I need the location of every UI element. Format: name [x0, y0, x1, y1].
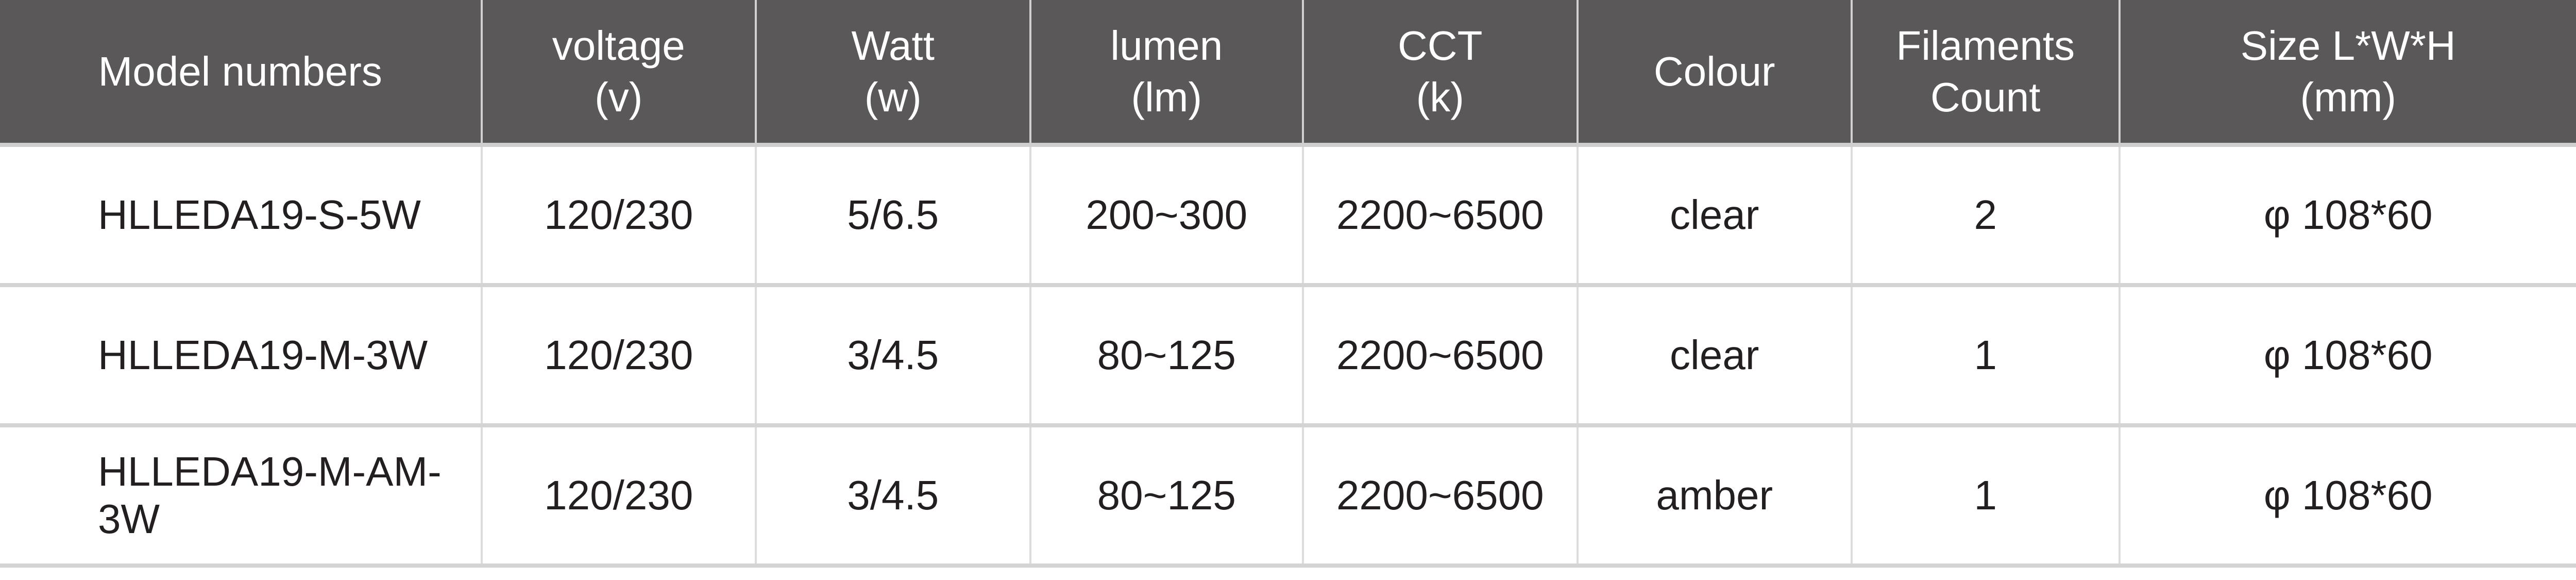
- table-cell: 3/4.5: [756, 285, 1031, 427]
- header-line1: CCT: [1398, 22, 1483, 69]
- column-header: Size L*W*H (mm): [2119, 0, 2576, 147]
- column-header: Model numbers: [0, 0, 483, 147]
- table-cell: HLLEDA19-S-5W: [0, 145, 483, 287]
- table-cell: 80~125: [1030, 425, 1304, 568]
- table-cell: 2: [1852, 145, 2121, 287]
- table-cell: 200~300: [1030, 145, 1304, 287]
- column-header: Filaments Count: [1852, 0, 2121, 147]
- header-line1: Model numbers: [98, 48, 382, 94]
- header-line1: Size L*W*H: [2240, 22, 2456, 69]
- table-cell: clear: [1577, 285, 1853, 427]
- header-line1: voltage: [552, 22, 685, 69]
- spec-table: Model numbers voltage (v) Watt (w) lumen (lm) C…: [0, 0, 2576, 568]
- header-line1: Filaments: [1896, 22, 2075, 69]
- table-row: HLLEDA19-M-AM-3W 120/230 3/4.5 80~125 2200~6…: [0, 425, 2576, 568]
- table-cell: 80~125: [1030, 285, 1304, 427]
- table-cell: 2200~6500: [1303, 285, 1579, 427]
- column-header: Watt (w): [756, 0, 1031, 147]
- column-header: voltage (v): [481, 0, 757, 147]
- header-line1: lumen: [1110, 22, 1223, 69]
- header-line1: Colour: [1653, 48, 1775, 94]
- header-line2: (lm): [1131, 74, 1202, 120]
- table-cell: 120/230: [481, 145, 757, 287]
- header-row: Model numbers voltage (v) Watt (w) lumen (lm) C…: [0, 0, 2576, 147]
- table-cell: 3/4.5: [756, 425, 1031, 568]
- header-line2: (w): [864, 74, 922, 120]
- table-cell: HLLEDA19-M-3W: [0, 285, 483, 427]
- table-cell: 1: [1852, 425, 2121, 568]
- header-line2: (v): [595, 74, 643, 120]
- header-line1: Watt: [851, 22, 935, 69]
- table-cell: amber: [1577, 425, 1853, 568]
- table-cell: φ 108*60: [2119, 425, 2576, 568]
- table-cell: φ 108*60: [2119, 145, 2576, 287]
- table-cell: 2200~6500: [1303, 145, 1579, 287]
- table-cell: 2200~6500: [1303, 425, 1579, 568]
- header-line2: (k): [1416, 74, 1464, 120]
- table-cell: HLLEDA19-M-AM-3W: [0, 425, 483, 568]
- table-cell: 5/6.5: [756, 145, 1031, 287]
- table-cell: 120/230: [481, 285, 757, 427]
- table-cell: 120/230: [481, 425, 757, 568]
- table-row: HLLEDA19-M-3W 120/230 3/4.5 80~125 2200~6500…: [0, 285, 2576, 427]
- header-line2: (mm): [2300, 74, 2397, 120]
- table-cell: 1: [1852, 285, 2121, 427]
- table-body: HLLEDA19-S-5W 120/230 5/6.5 200~300 2200~650…: [0, 145, 2576, 568]
- table-cell: φ 108*60: [2119, 285, 2576, 427]
- column-header: CCT (k): [1303, 0, 1579, 147]
- table-cell: clear: [1577, 145, 1853, 287]
- column-header: lumen (lm): [1030, 0, 1304, 147]
- header-line2: Count: [1930, 74, 2041, 120]
- table-row: HLLEDA19-S-5W 120/230 5/6.5 200~300 2200~650…: [0, 145, 2576, 287]
- column-header: Colour: [1577, 0, 1853, 147]
